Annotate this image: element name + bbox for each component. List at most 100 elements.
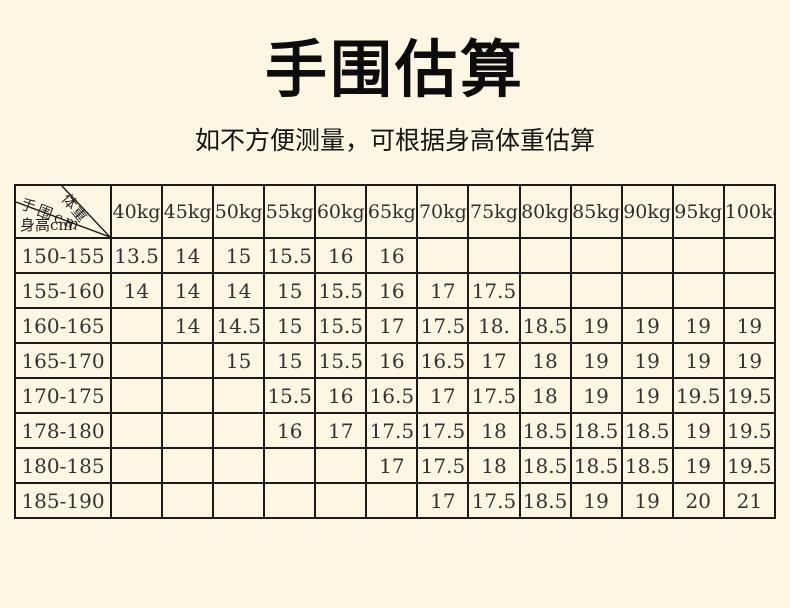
circumference-value-cell [620, 237, 674, 275]
weight-header-cell: 40kg [109, 184, 164, 240]
circumference-value-cell: 15 [263, 272, 317, 310]
circumference-value-cell: 14 [161, 237, 215, 275]
circumference-value-cell: 16 [365, 342, 419, 380]
circumference-value-cell: 19.5 [671, 377, 725, 415]
circumference-value-cell [722, 272, 777, 310]
circumference-value-cell: 13.5 [109, 237, 164, 275]
circumference-value-cell: 16 [314, 237, 368, 275]
circumference-value-cell: 18 [467, 412, 521, 450]
circumference-value-cell: 16 [314, 377, 368, 415]
circumference-value-cell [161, 412, 215, 450]
circumference-value-cell: 17 [314, 412, 368, 450]
height-row-label: 160-165 [14, 307, 112, 345]
circumference-value-cell: 17.5 [467, 482, 521, 520]
circumference-value-cell: 19 [569, 482, 623, 520]
circumference-value-cell [161, 342, 215, 380]
circumference-value-cell: 17 [416, 482, 470, 520]
circumference-value-cell: 16.5 [365, 377, 419, 415]
hand-circumference-table: 手围cm 体重 身高cm 40kg 45kg 50kg 55kg 60kg 65kg 70k… [14, 184, 777, 520]
circumference-value-cell [109, 412, 164, 450]
circumference-value-cell: 19 [569, 342, 623, 380]
circumference-value-cell: 19 [671, 342, 725, 380]
height-row-label: 180-185 [14, 447, 112, 485]
circumference-value-cell: 19 [569, 377, 623, 415]
circumference-value-cell: 19 [620, 307, 674, 345]
circumference-value-cell [314, 482, 368, 520]
circumference-value-cell [569, 237, 623, 275]
circumference-value-cell [722, 237, 777, 275]
weight-header-cell: 45kg [161, 184, 215, 240]
circumference-value-cell [109, 342, 164, 380]
circumference-value-cell [569, 272, 623, 310]
weight-header-cell: 70kg [416, 184, 470, 240]
circumference-value-cell: 17.5 [416, 307, 470, 345]
circumference-value-cell: 17 [365, 447, 419, 485]
circumference-value-cell: 16 [365, 272, 419, 310]
weight-header-cell: 90kg [620, 184, 674, 240]
corner-label-height: 身高cm [20, 216, 73, 235]
circumference-value-cell: 18 [467, 447, 521, 485]
circumference-value-cell [109, 307, 164, 345]
circumference-value-cell: 16 [263, 412, 317, 450]
weight-header-cell: 60kg [314, 184, 368, 240]
circumference-value-cell: 14 [109, 272, 164, 310]
circumference-value-cell [212, 412, 266, 450]
circumference-value-cell [263, 482, 317, 520]
circumference-value-cell: 19 [671, 307, 725, 345]
circumference-value-cell [109, 482, 164, 520]
height-row-label: 185-190 [14, 482, 112, 520]
circumference-value-cell [212, 377, 266, 415]
circumference-value-cell [161, 377, 215, 415]
circumference-value-cell: 17 [365, 307, 419, 345]
page: 手围估算 如不方便测量，可根据身高体重估算 手围cm 体重 身高cm 40kg 4… [0, 33, 790, 608]
table-row: 150-155 13.5 14 15 15.5 16 16 [14, 237, 777, 275]
circumference-value-cell [212, 447, 266, 485]
circumference-value-cell: 16 [365, 237, 419, 275]
circumference-value-cell: 15.5 [314, 272, 368, 310]
circumference-value-cell [212, 482, 266, 520]
circumference-value-cell [109, 377, 164, 415]
circumference-value-cell: 18.5 [518, 307, 572, 345]
circumference-value-cell: 15.5 [263, 237, 317, 275]
circumference-value-cell: 18 [518, 342, 572, 380]
table-row: 180-185 17 17.5 18 18.5 18.5 18.5 19 19.5 [14, 447, 777, 485]
corner-header-cell: 手围cm 体重 身高cm [14, 184, 112, 240]
circumference-value-cell: 18.5 [569, 447, 623, 485]
height-row-label: 155-160 [14, 272, 112, 310]
circumference-value-cell: 15.5 [314, 342, 368, 380]
circumference-value-cell [518, 237, 572, 275]
page-subtitle: 如不方便测量，可根据身高体重估算 [194, 126, 595, 156]
circumference-value-cell: 18.5 [518, 482, 572, 520]
circumference-value-cell [518, 272, 572, 310]
table-row: 170-175 15.5 16 16.5 17 17.5 18 19 19 19.5 19.5 [14, 377, 777, 415]
circumference-value-cell: 18. [467, 307, 521, 345]
table-row: 185-190 17 17.5 18.5 19 19 20 21 [14, 482, 777, 520]
weight-header-cell: 100kg [722, 184, 777, 240]
circumference-value-cell: 19 [671, 447, 725, 485]
circumference-value-cell: 17.5 [467, 377, 521, 415]
circumference-value-cell: 18 [518, 377, 572, 415]
circumference-value-cell: 18.5 [620, 447, 674, 485]
table-row: 178-180 16 17 17.5 17.5 18 18.5 18.5 18.5 19 19.5 [14, 412, 777, 450]
circumference-value-cell: 17.5 [365, 412, 419, 450]
circumference-value-cell [263, 447, 317, 485]
circumference-value-cell: 19 [722, 342, 777, 380]
circumference-value-cell: 15 [263, 307, 317, 345]
page-title: 手围估算 [264, 33, 525, 106]
circumference-value-cell: 14.5 [212, 307, 266, 345]
circumference-value-cell: 19.5 [722, 412, 777, 450]
circumference-value-cell: 18.5 [569, 412, 623, 450]
circumference-value-cell: 20 [671, 482, 725, 520]
circumference-value-cell: 19 [620, 342, 674, 380]
circumference-value-cell [671, 272, 725, 310]
circumference-value-cell: 19.5 [722, 447, 777, 485]
circumference-value-cell: 17 [467, 342, 521, 380]
circumference-value-cell: 17.5 [467, 272, 521, 310]
weight-header-cell: 55kg [263, 184, 317, 240]
weight-header-cell: 80kg [518, 184, 572, 240]
circumference-value-cell [467, 237, 521, 275]
circumference-value-cell: 16.5 [416, 342, 470, 380]
weight-header-cell: 75kg [467, 184, 521, 240]
circumference-value-cell: 19 [620, 482, 674, 520]
height-row-label: 150-155 [14, 237, 112, 275]
